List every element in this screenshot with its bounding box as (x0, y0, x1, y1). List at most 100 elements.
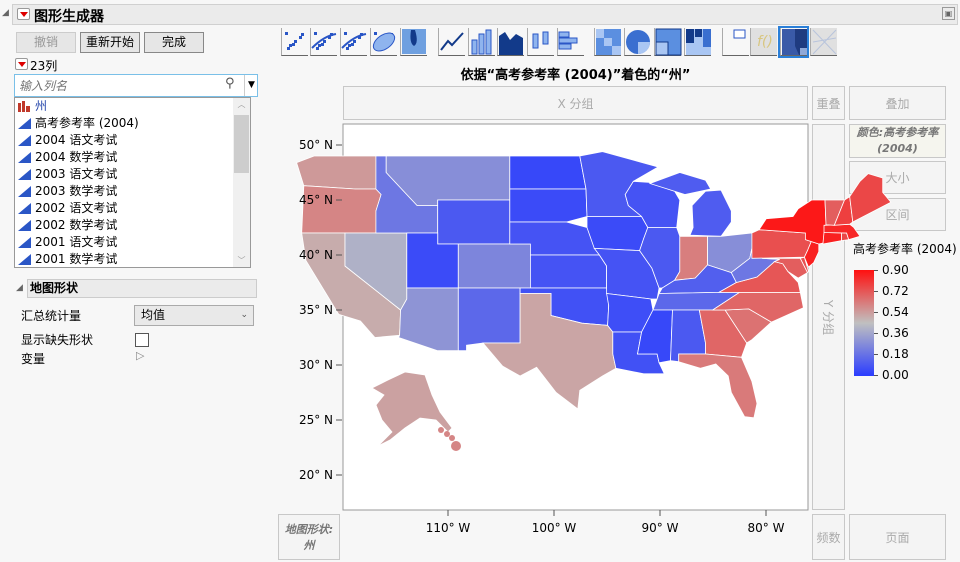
state-MI[interactable] (689, 189, 732, 237)
x-tick-label: 90° W (642, 521, 679, 535)
column-label: 2002 语文考试 (35, 201, 118, 215)
map-shape-panel-title: 地图形状 (27, 279, 257, 298)
scrollbar[interactable]: ︿ ﹀ (233, 98, 250, 267)
column-item[interactable]: 2002 数学考试 (15, 217, 233, 234)
legend-tick-label: 0.36 (882, 326, 909, 340)
box-plot-icon[interactable] (527, 28, 554, 56)
state-CO[interactable] (457, 243, 531, 289)
red-menu-icon[interactable] (17, 8, 30, 20)
histogram-icon[interactable] (557, 28, 584, 56)
state-HI[interactable] (451, 441, 461, 451)
column-label: 2004 数学考试 (35, 150, 118, 164)
state-WY[interactable] (437, 199, 511, 245)
column-item[interactable]: 2004 语文考试 (15, 132, 233, 149)
mosaic-icon[interactable] (684, 28, 711, 56)
continuous-triangle-icon (18, 152, 31, 163)
y-tick-label: 25° N (299, 413, 333, 427)
state-HI[interactable] (438, 427, 444, 433)
area-icon[interactable] (497, 28, 524, 56)
x-group-zone[interactable]: X 分组 (343, 86, 808, 120)
y-tick-label: 45° N (299, 193, 333, 207)
smoother-icon[interactable] (310, 28, 337, 56)
legend-tick-label: 0.54 (882, 305, 909, 319)
restart-button[interactable]: 重新开始 (80, 32, 140, 53)
y-tick-label: 35° N (299, 303, 333, 317)
continuous-triangle-icon (18, 237, 31, 248)
dropdown-arrow-icon[interactable]: ▼ (244, 75, 258, 96)
continuous-triangle-icon (18, 169, 31, 180)
state-WA[interactable] (296, 155, 377, 190)
pie-icon[interactable] (624, 28, 651, 56)
column-item[interactable]: 2003 数学考试 (15, 183, 233, 200)
overlap-zone[interactable]: 重叠 (812, 86, 845, 120)
scrollbar-thumb[interactable] (234, 115, 249, 173)
collapse-icon[interactable]: ◢ (2, 8, 9, 18)
column-item[interactable]: 2004 数学考试 (15, 149, 233, 166)
expand-triangle-icon[interactable]: ▷ (136, 349, 145, 362)
freq-zone[interactable]: 频数 (812, 514, 845, 560)
map-shape-zone[interactable]: 地图形状: 州 (278, 514, 340, 560)
line-fit-icon[interactable] (340, 28, 367, 56)
overlay-zone[interactable]: 叠加 (849, 86, 946, 120)
variables-label: 变量 (21, 352, 46, 366)
y-group-zone[interactable]: Y 分组 (812, 124, 845, 510)
map-grid-icon[interactable] (810, 28, 837, 56)
header-title: 图形生成器 (34, 9, 104, 25)
state-MI[interactable] (648, 172, 712, 195)
state-SD[interactable] (509, 188, 588, 223)
contour-icon[interactable] (400, 28, 427, 56)
state-HI[interactable] (444, 431, 450, 437)
state-ME[interactable] (849, 173, 892, 223)
search-icon[interactable]: ⚲ (225, 76, 235, 91)
state-NH[interactable] (833, 196, 854, 226)
x-tick-label: 110° W (426, 521, 471, 535)
state-AK[interactable] (371, 371, 453, 447)
column-item[interactable]: 2003 语文考试 (15, 166, 233, 183)
state-PA[interactable] (751, 229, 813, 259)
summary-select[interactable]: 均值 ⌄ (134, 305, 254, 326)
column-item[interactable]: 高考参考率 (2004) (15, 115, 233, 132)
continuous-triangle-icon (18, 135, 31, 146)
treemap-icon[interactable] (654, 28, 682, 56)
svg-text:f(): f() (757, 34, 773, 50)
column-item[interactable]: 2002 语文考试 (15, 200, 233, 217)
column-item[interactable]: 2001 数学考试 (15, 251, 233, 267)
state-KS[interactable] (530, 254, 607, 289)
color-zone[interactable]: 颜色:高考参考率 (2004) (849, 124, 946, 158)
column-label: 2003 数学考试 (35, 184, 118, 198)
column-item[interactable]: 州 (15, 98, 233, 115)
state-MS[interactable] (637, 309, 673, 364)
map-shapes-icon[interactable] (778, 26, 809, 58)
missing-checkbox[interactable] (135, 333, 149, 347)
formula-icon[interactable]: f() (750, 28, 777, 56)
state-FL[interactable] (678, 353, 758, 419)
legend-tick-mark (874, 312, 878, 313)
resize-icon[interactable]: ▣ (942, 7, 955, 20)
state-TX[interactable] (482, 293, 617, 410)
state-IA[interactable] (586, 216, 649, 252)
undo-button[interactable]: 撤销 (16, 32, 76, 53)
caption-box-icon[interactable] (722, 28, 749, 56)
legend-tick-label: 0.72 (882, 284, 909, 298)
heatmap-icon[interactable] (594, 28, 621, 56)
state-MA[interactable] (823, 223, 861, 241)
state-NJ[interactable] (803, 239, 820, 268)
graph-builder-header: 图形生成器 ▣ (12, 4, 958, 25)
state-HI[interactable] (449, 435, 455, 441)
page-zone[interactable]: 页面 (849, 514, 946, 560)
ellipse-icon[interactable] (370, 28, 397, 56)
column-search-input[interactable] (17, 77, 217, 94)
bar-icon[interactable] (468, 28, 495, 56)
columns-menu-icon[interactable] (15, 58, 28, 70)
x-tick-label: 100° W (532, 521, 577, 535)
state-CT[interactable] (822, 232, 842, 245)
done-button[interactable]: 完成 (144, 32, 204, 53)
column-item[interactable]: 2001 语文考试 (15, 234, 233, 251)
collapse-icon[interactable]: ◢ (16, 283, 23, 293)
points-icon[interactable] (281, 28, 308, 56)
line-icon[interactable] (438, 28, 465, 56)
state-NM[interactable] (457, 287, 521, 352)
state-ND[interactable] (509, 155, 587, 190)
column-label: 2001 语文考试 (35, 235, 118, 249)
